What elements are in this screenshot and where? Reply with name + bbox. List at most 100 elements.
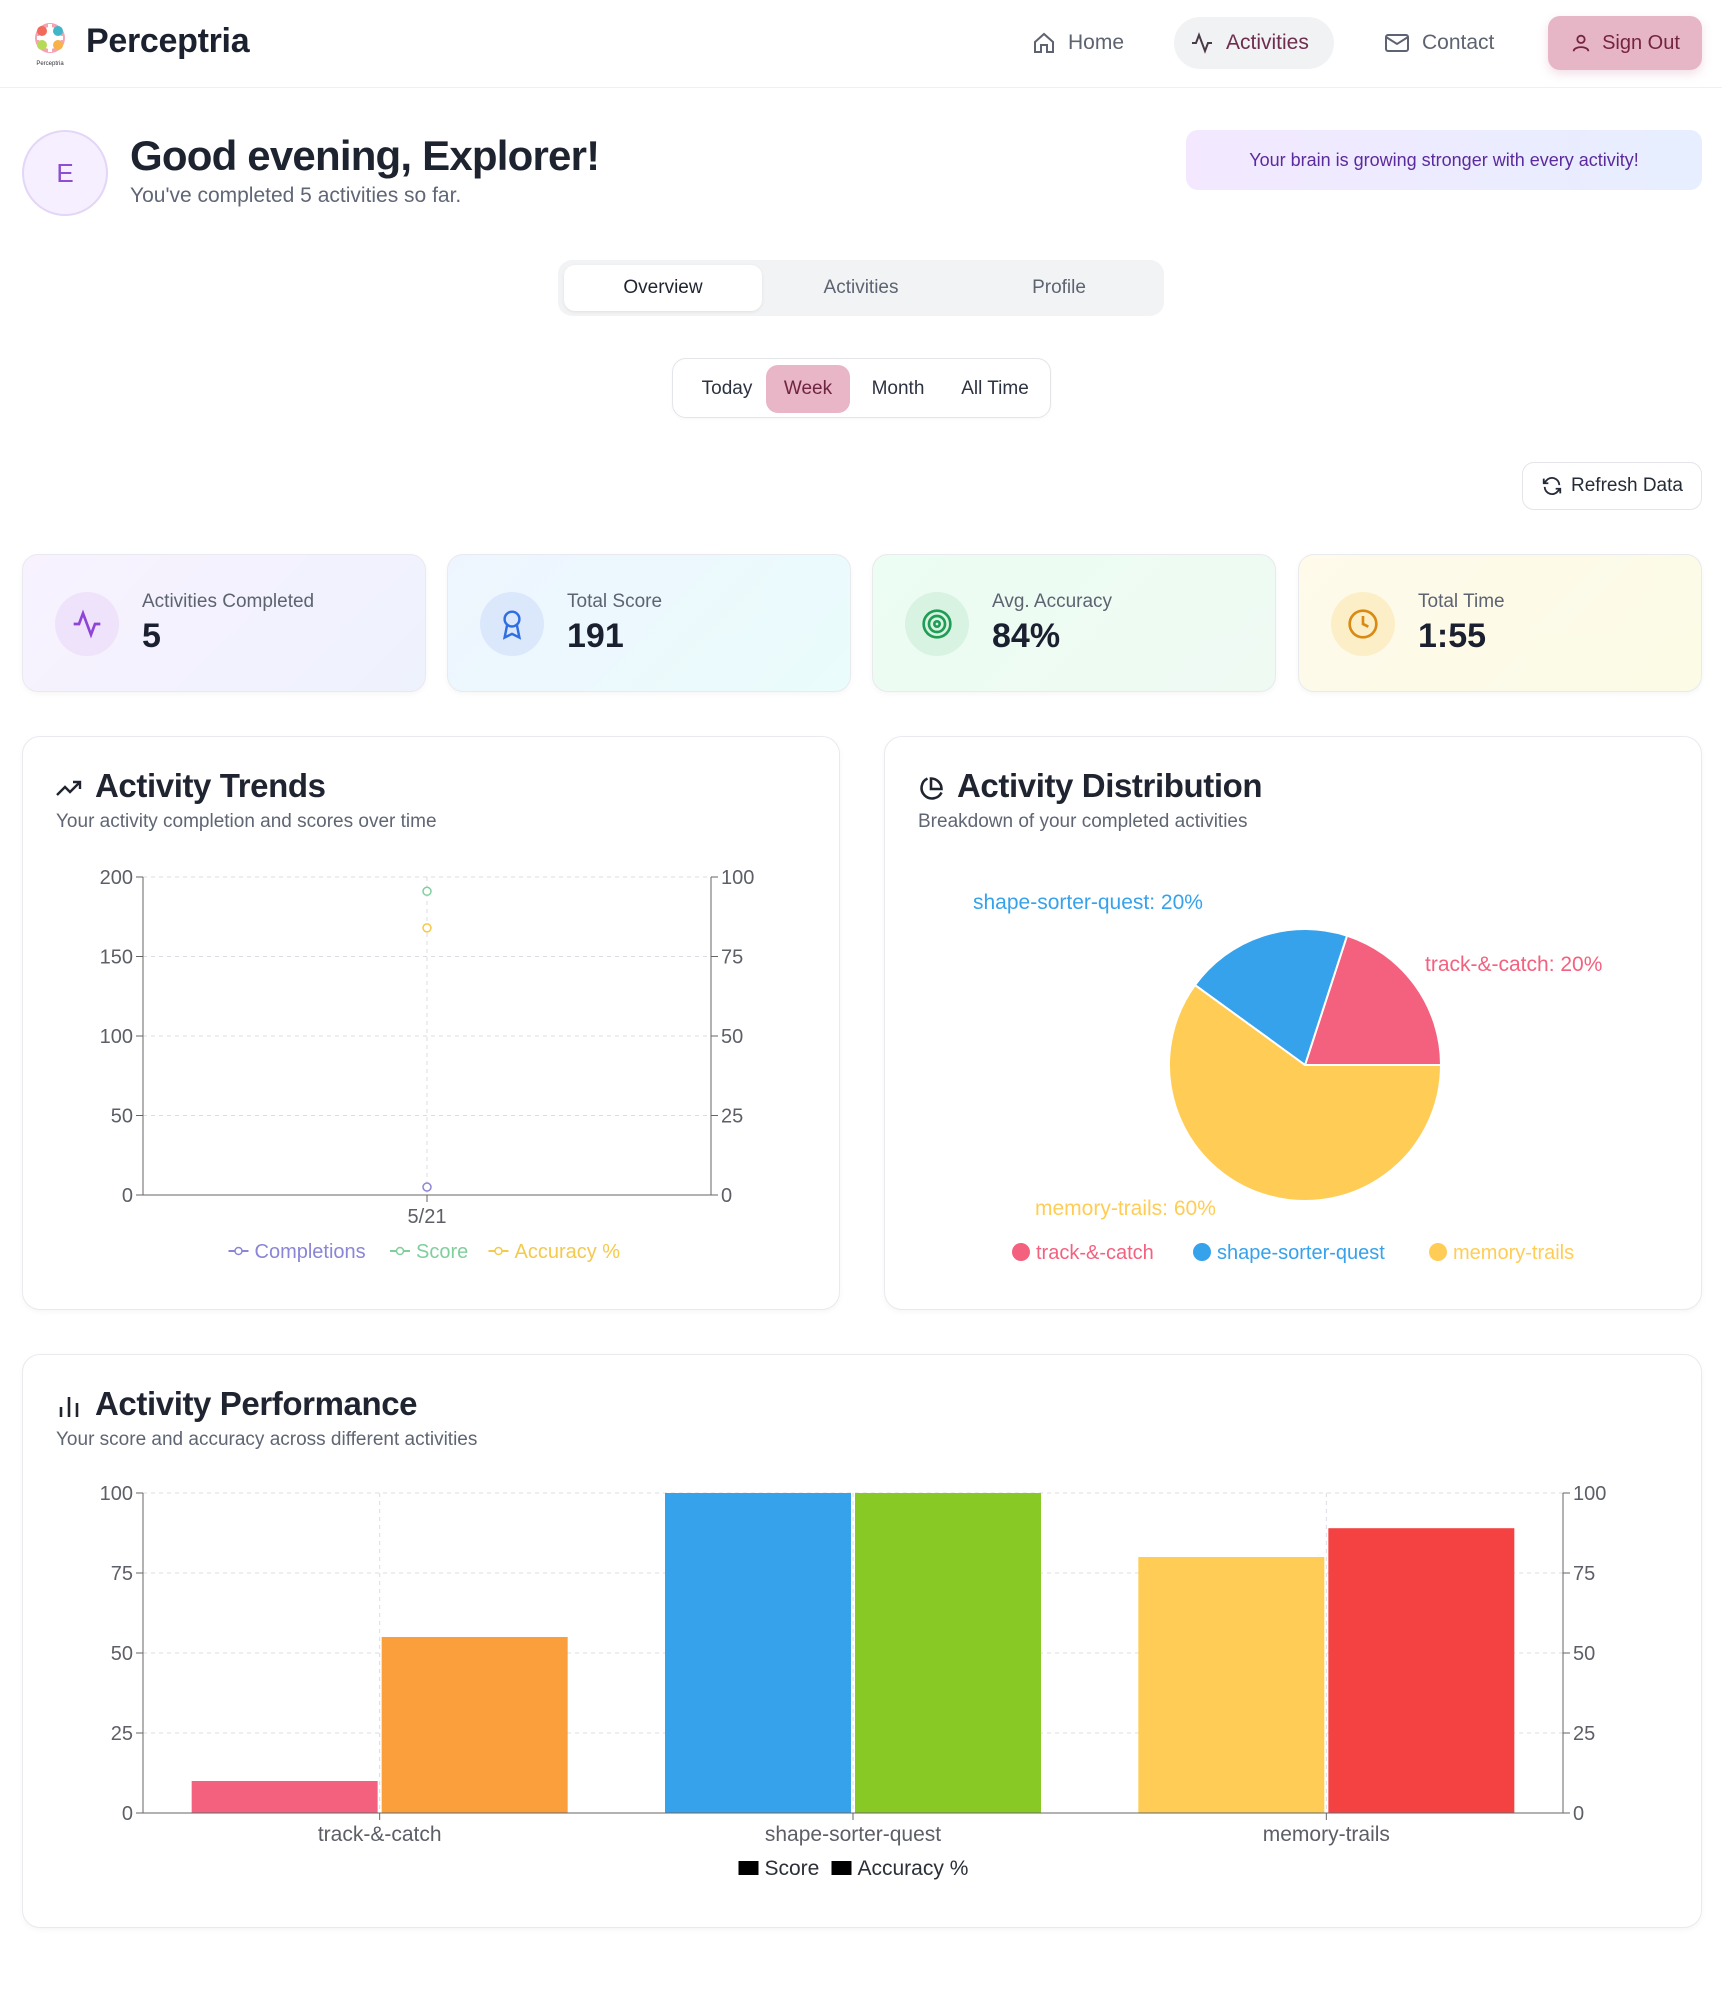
range-week[interactable]: Week: [766, 365, 850, 413]
greeting-title: Good evening, Explorer!: [130, 132, 600, 179]
trend-legend-marker: [494, 1246, 503, 1256]
brand-name[interactable]: Perceptria: [86, 22, 250, 60]
avatar: E: [22, 130, 108, 216]
range-today[interactable]: Today: [701, 378, 753, 399]
nav-activities-label: Activities: [1226, 31, 1309, 54]
trend-point-accuracy-: [422, 923, 432, 933]
target-icon: [922, 609, 952, 639]
trend-legend-marker: [395, 1246, 405, 1256]
activity-icon: [1192, 32, 1212, 54]
nav-home-label: Home: [1068, 31, 1125, 54]
perf-right-tick-label: 0: [1573, 1803, 1584, 1825]
performance-subtitle: Your score and accuracy across different…: [56, 1429, 478, 1450]
perf-bar-accuracy-: [381, 1637, 568, 1813]
stat-icon-circle: [905, 592, 969, 656]
nav-contact-label: Contact: [1422, 31, 1495, 54]
pie-slice-memory-trails: [1168, 983, 1443, 1202]
pie-slice-label: track-&-catch: 20%: [1425, 953, 1602, 976]
perf-right-tick-label: 100: [1573, 1483, 1606, 1505]
distribution-subtitle: Breakdown of your completed activities: [918, 811, 1248, 832]
trend-legend-label: Score: [416, 1241, 468, 1263]
perf-bar-score: [1138, 1557, 1325, 1813]
performance-title: Activity Performance: [95, 1385, 418, 1422]
range-month[interactable]: Month: [871, 378, 925, 399]
perf-right-tick-label: 75: [1573, 1563, 1595, 1585]
trending-up-icon: [56, 780, 82, 796]
trend-legend-marker: [234, 1246, 243, 1256]
pie-legend-label: track-&-catch: [1036, 1242, 1154, 1264]
stat-card-activities: Activities Completed 5: [22, 554, 426, 692]
trend-right-tick-label: 100: [721, 867, 754, 889]
stat-label: Total Time: [1418, 591, 1505, 612]
trend-point-completions: [422, 1182, 432, 1192]
stat-label: Avg. Accuracy: [992, 591, 1113, 612]
activity-icon: [73, 609, 101, 639]
trend-point-score: [422, 886, 432, 897]
perf-left-tick-label: 50: [111, 1643, 133, 1665]
greeting-subtitle: You've completed 5 activities so far.: [130, 184, 462, 207]
stat-value: 5: [142, 617, 161, 655]
refresh-label: Refresh Data: [1571, 475, 1683, 496]
trend-right-tick-label: 50: [721, 1026, 743, 1048]
stat-card-avg-accuracy: Avg. Accuracy 84%: [872, 554, 1276, 692]
nav-home[interactable]: Home: [1016, 17, 1140, 69]
stat-icon-circle: [1331, 592, 1395, 656]
stat-icon-circle: [55, 592, 119, 656]
stat-card-total-score: Total Score 191: [447, 554, 851, 692]
activity-performance-panel: Activity Performance Your score and accu…: [22, 1354, 1702, 1928]
pie-slice-track-catch: [1303, 934, 1443, 1066]
avatar-initial: E: [56, 157, 74, 188]
perf-legend-swatch: [831, 1861, 852, 1875]
award-icon: [502, 610, 522, 640]
user-icon: [1572, 34, 1590, 52]
perf-x-tick-label: track-&-catch: [318, 1823, 442, 1846]
trend-right-tick-label: 0: [721, 1185, 732, 1207]
trends-subtitle: Your activity completion and scores over…: [56, 811, 437, 832]
stat-label: Activities Completed: [142, 591, 315, 612]
stat-card-total-time: Total Time 1:55: [1298, 554, 1702, 692]
clock-icon: [1348, 609, 1378, 639]
trend-legend-label: Completions: [255, 1241, 366, 1263]
stat-value: 84%: [992, 617, 1061, 655]
trend-right-tick-label: 75: [721, 947, 743, 969]
mail-icon: [1385, 34, 1409, 52]
pie-legend-label: memory-trails: [1453, 1242, 1574, 1264]
pie-legend-swatch: [1012, 1243, 1030, 1261]
top-nav-bar: Perceptria Perceptria Home Activities Co…: [0, 0, 1722, 88]
perf-legend-label: Accuracy %: [858, 1857, 969, 1880]
activity-performance-chart: 0 25 50 75 100 0 25 50 75 100 track-&-catch shape-s…: [100, 1483, 1607, 1880]
pie-slice-label: shape-sorter-quest: 20%: [973, 891, 1203, 914]
tab-activities[interactable]: Activities: [823, 277, 899, 298]
activity-trends-panel: Activity Trends Your activity completion…: [22, 736, 840, 1310]
perf-legend-swatch: [738, 1861, 759, 1875]
trend-left-tick-label: 50: [111, 1106, 133, 1128]
logo-caption: Perceptria: [36, 61, 64, 67]
pie-chart-icon: [920, 777, 943, 800]
perf-left-tick-label: 25: [111, 1723, 133, 1745]
perf-x-tick-label: memory-trails: [1263, 1823, 1390, 1846]
perf-left-tick-label: 100: [100, 1483, 133, 1505]
tab-profile[interactable]: Profile: [1032, 277, 1086, 298]
tab-overview[interactable]: Overview: [564, 265, 762, 311]
trend-x-tick-label: 5/21: [408, 1206, 447, 1228]
range-all-time[interactable]: All Time: [961, 378, 1029, 399]
nav-contact[interactable]: Contact: [1368, 17, 1510, 69]
stat-value: 191: [567, 617, 624, 655]
refresh-icon: [1542, 477, 1562, 495]
perf-bar-accuracy-: [1328, 1528, 1515, 1813]
perf-left-tick-label: 0: [122, 1803, 133, 1825]
perf-legend-label: Score: [765, 1857, 820, 1880]
trend-left-tick-label: 0: [122, 1185, 133, 1207]
perf-left-tick-label: 75: [111, 1563, 133, 1585]
refresh-data-button[interactable]: Refresh Data: [1522, 462, 1702, 510]
nav-activities[interactable]: Activities: [1174, 17, 1334, 69]
activity-distribution-chart: track-&-catch: 20% shape-sorter-quest: 20…: [973, 891, 1602, 1264]
stat-value: 1:55: [1418, 617, 1487, 655]
perf-right-tick-label: 25: [1573, 1723, 1595, 1745]
sign-out-button[interactable]: Sign Out: [1548, 16, 1702, 70]
perceptria-logo[interactable]: Perceptria: [28, 18, 72, 68]
stat-label: Total Score: [567, 591, 663, 612]
perf-bar-score: [665, 1493, 851, 1813]
trend-legend-label: Accuracy %: [515, 1241, 621, 1263]
pie-legend-swatch: [1193, 1243, 1211, 1261]
